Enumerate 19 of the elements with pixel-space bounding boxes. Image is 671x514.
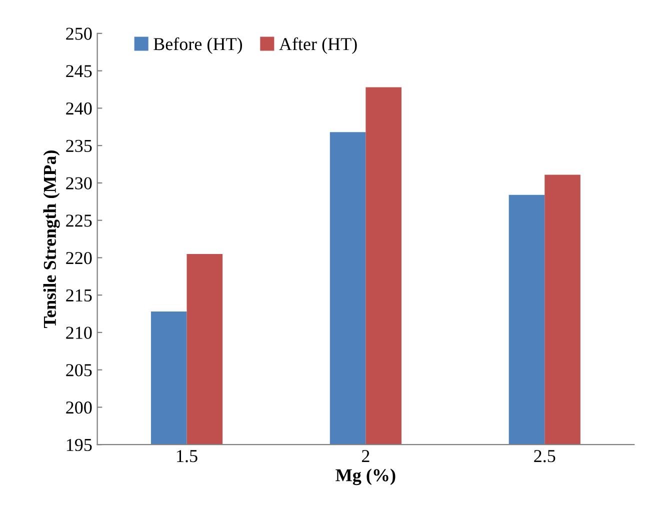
y-tick-label: 220 [66,252,92,264]
y-tick-label: 245 [66,65,92,78]
y-tick-label: 195 [66,438,92,452]
x-tick-label: 1.5 [177,450,198,462]
y-tick-label: 235 [66,140,92,152]
y-tick-label: 225 [66,214,92,227]
x-axis-title: Mg (%) [336,468,396,486]
y-tick-label: 205 [66,364,92,376]
y-tick-label: 240 [66,102,92,115]
y-tick-label: 210 [66,326,92,339]
legend-label: Before (HT) [154,37,242,54]
y-tick-label: 250 [66,28,92,40]
y-tick-label: 230 [66,177,92,190]
x-tick-label: 2 [362,450,370,462]
x-tick-label: 2.5 [534,450,556,462]
y-tick-label: 200 [66,401,92,414]
legend-label: After (HT) [279,37,357,54]
y-axis-title: Tensile Strength (MPa) [43,150,60,328]
y-tick-label: 215 [66,289,92,302]
